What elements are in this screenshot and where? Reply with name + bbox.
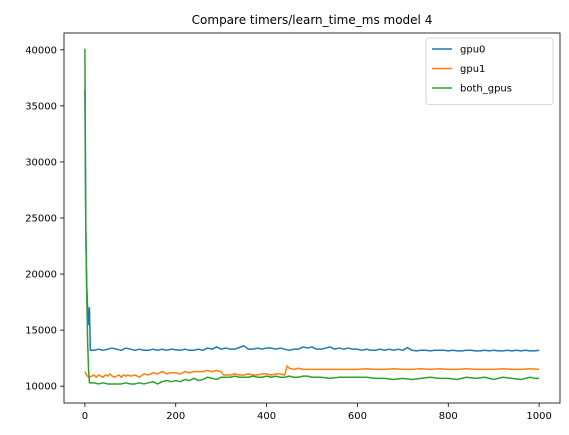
series-lines xyxy=(84,48,540,385)
legend-label: both_gpus xyxy=(460,84,512,95)
y-tick-label: 35000 xyxy=(25,101,57,112)
legend-label: gpu0 xyxy=(460,45,485,56)
x-tick-label: 400 xyxy=(257,411,276,422)
x-axis-ticks: 0 200 400 600 800 1000 xyxy=(82,403,552,422)
y-tick-label: 15000 xyxy=(25,326,57,337)
x-tick-label: 1000 xyxy=(526,411,551,422)
legend-frame xyxy=(425,37,554,105)
legend: gpu0 gpu1 both_gpus xyxy=(425,37,554,105)
series-line-gpu0 xyxy=(84,89,540,352)
y-tick-label: 25000 xyxy=(25,214,57,225)
y-tick-label: 10000 xyxy=(25,382,57,393)
x-tick-label: 200 xyxy=(166,411,185,422)
x-tick-label: 0 xyxy=(82,411,88,422)
x-tick-label: 600 xyxy=(348,411,367,422)
y-tick-label: 40000 xyxy=(25,45,57,56)
y-tick-label: 30000 xyxy=(25,157,57,168)
series-line-both_gpus xyxy=(84,48,540,385)
series-line-gpu1 xyxy=(84,365,540,378)
y-tick-label: 20000 xyxy=(25,270,57,281)
y-axis-ticks: 10000 15000 20000 25000 30000 35000 40000 xyxy=(25,45,64,393)
legend-label: gpu1 xyxy=(460,64,485,75)
chart-title: Compare timers/learn_time_ms model 4 xyxy=(192,13,433,27)
x-tick-label: 800 xyxy=(439,411,458,422)
